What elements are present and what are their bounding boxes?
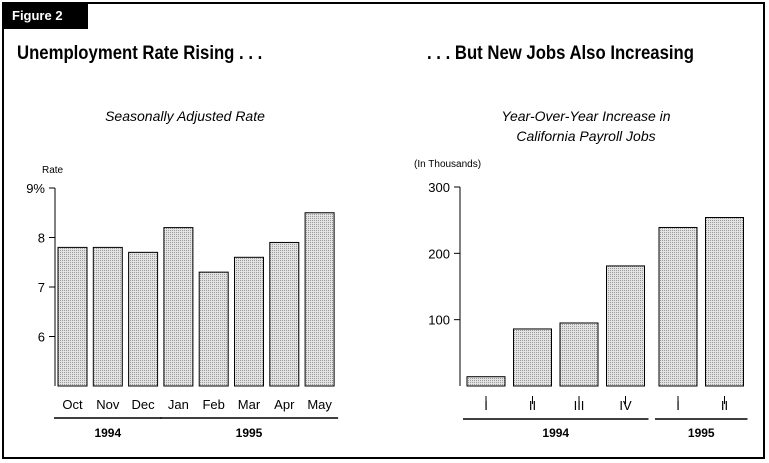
left-x-tick-label: Oct [62, 397, 83, 412]
right-x-tick-label: II [529, 398, 536, 413]
left-y-tick-label: 8 [38, 231, 45, 246]
right-x-tick-label: I [676, 398, 680, 413]
right-heading: . . . But New Jobs Also Increasing [427, 43, 694, 64]
left-bar [163, 227, 194, 387]
right-bar [658, 226, 698, 387]
left-bar [234, 256, 264, 387]
left-heading: Unemployment Rate Rising . . . [17, 43, 263, 64]
right-y-axis-label: (In Thousands) [414, 159, 481, 170]
left-group-label: 1994 [94, 426, 121, 440]
left-y-tick-label: 6 [38, 330, 45, 345]
left-bar [304, 212, 335, 387]
right-subtitle-line1: Year-Over-Year Increase in [501, 108, 671, 124]
left-bar [128, 251, 159, 387]
right-bar [705, 217, 744, 387]
right-subtitle: Year-Over-Year Increase in California Pa… [455, 106, 717, 146]
left-x-tick-label: Feb [202, 397, 224, 412]
figure-label: Figure 2 [2, 2, 88, 29]
left-y-axis-label: Rate [42, 165, 64, 176]
right-subtitle-line2: California Payroll Jobs [516, 128, 656, 144]
right-x-tick-label: IV [619, 398, 632, 413]
left-bar [269, 241, 300, 387]
left-bar [198, 271, 229, 387]
left-subtitle: Seasonally Adjusted Rate [105, 108, 265, 124]
left-bar [57, 246, 88, 387]
left-x-tick-label: Nov [96, 397, 120, 412]
right-group-label: 1994 [542, 426, 569, 440]
right-bar [513, 328, 552, 387]
right-x-tick-label: III [574, 398, 585, 413]
right-x-tick-label: I [484, 398, 488, 413]
right-bar [606, 265, 645, 387]
left-group-label: 1995 [236, 426, 263, 440]
left-x-tick-label: Mar [238, 397, 261, 412]
right-bar [466, 376, 506, 387]
right-bar [559, 322, 599, 387]
right-x-tick-label: II [721, 398, 728, 413]
left-x-tick-label: Dec [132, 397, 156, 412]
right-y-tick-label: 100 [428, 313, 450, 328]
right-group-label: 1995 [688, 426, 715, 440]
left-x-tick-label: Apr [274, 397, 295, 412]
left-y-tick-label: 9% [26, 181, 45, 196]
left-x-tick-label: Jan [168, 397, 189, 412]
left-bar [92, 246, 123, 387]
right-y-tick-label: 300 [428, 180, 450, 195]
figure-frame [2, 2, 765, 459]
left-y-tick-label: 7 [38, 280, 45, 295]
left-x-tick-label: May [307, 397, 332, 412]
right-y-tick-label: 200 [428, 246, 450, 261]
